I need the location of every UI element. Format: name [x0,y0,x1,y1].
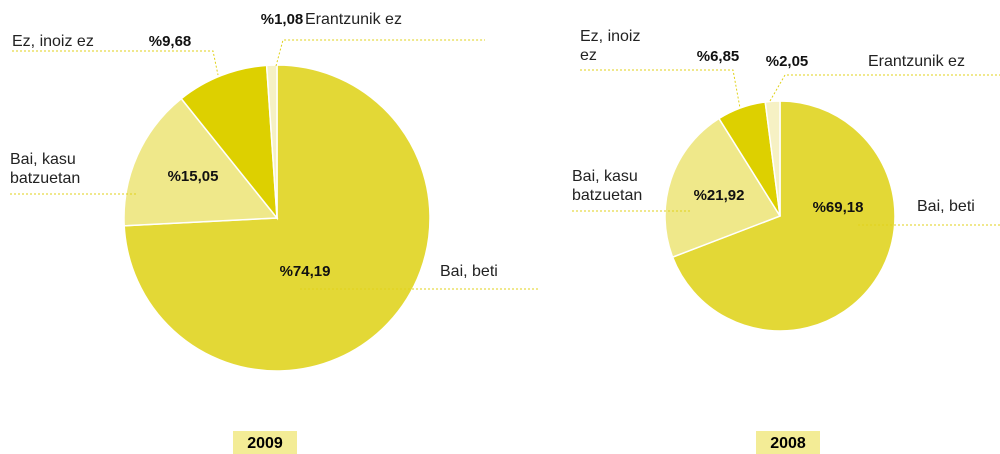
category-label: Erantzunik ez [305,11,402,28]
leader-line [769,74,1000,102]
value-label: %9,68 [148,33,192,50]
leader-line [12,50,219,76]
category-label: Erantzunik ez [868,53,965,70]
value-label: %69,18 [812,199,864,216]
pie-slice [671,100,896,332]
chart-title: 2008 [756,431,820,454]
category-label: Bai, beti [440,263,498,280]
value-label: %6,85 [696,48,740,65]
category-label: Bai, kasu batzuetan [10,151,81,187]
pie-slice [180,64,278,221]
value-label: %1,08 [260,11,304,28]
leader-line [275,39,485,67]
pie-slice [123,97,279,227]
value-label: %21,92 [693,187,745,204]
leader-line [580,69,741,109]
category-label: Bai, beti [917,198,975,215]
chart-title: 2009 [233,431,297,454]
pie-slice [764,100,781,217]
category-label: Bai, kasu batzuetan [572,168,643,204]
value-label: %74,19 [279,263,331,280]
value-label: %15,05 [167,168,219,185]
value-label: %2,05 [765,53,809,70]
category-label: Ez, inoiz ez [580,28,641,64]
category-label: Ez, inoiz ez [12,33,94,50]
pie-slice [664,117,782,259]
pie-slice [265,64,278,219]
